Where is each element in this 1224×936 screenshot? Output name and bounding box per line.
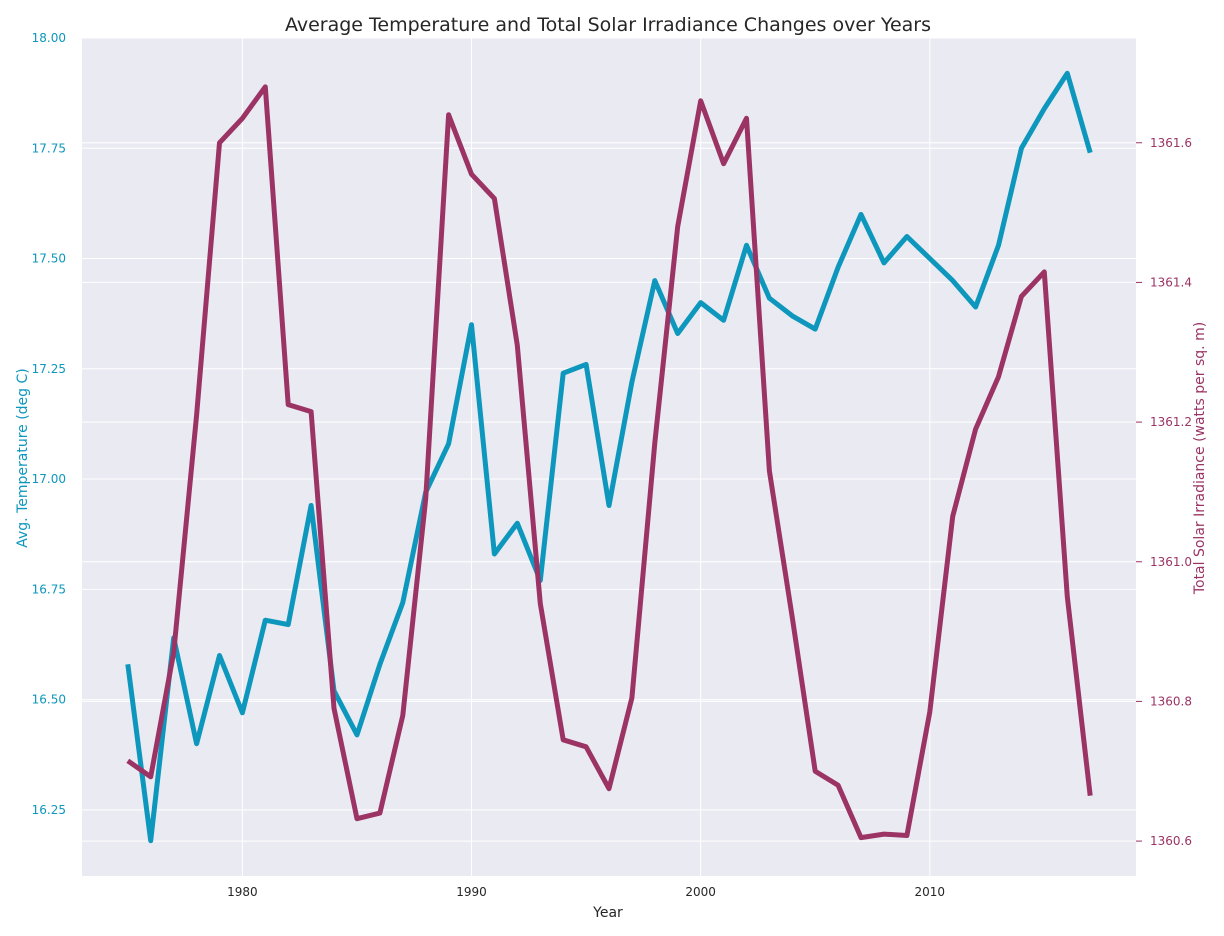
right-y-tick-label: 1360.8 (1150, 694, 1192, 708)
series-lines (125, 70, 1093, 844)
irradiance-series-line (126, 84, 1093, 841)
left-y-tick-label: 17.00 (32, 472, 66, 486)
left-y-tick-label: 16.25 (32, 803, 66, 817)
left-y-tick-label: 16.75 (32, 582, 66, 596)
left-y-axis-ticks: 16.25 16.50 16.75 17.00 17.25 17.50 17.75 18.00 (32, 31, 66, 817)
gridlines (82, 37, 1136, 876)
x-axis-label: Year (592, 905, 623, 921)
x-axis-ticks: 1980 1990 2000 2010 (227, 885, 945, 899)
x-tick-label: 2000 (685, 885, 716, 899)
left-y-tick-label: 18.00 (32, 31, 66, 45)
right-y-tick-label: 1361.0 (1150, 555, 1192, 569)
x-tick-label: 1990 (456, 885, 487, 899)
right-y-tick-label: 1361.2 (1150, 415, 1192, 429)
chart-title: Average Temperature and Total Solar Irra… (285, 14, 931, 36)
left-y-tick-label: 17.50 (32, 252, 66, 266)
temperature-series-line (125, 70, 1093, 844)
right-y-tick-label: 1360.6 (1150, 834, 1192, 848)
left-y-tick-label: 17.25 (32, 362, 66, 376)
x-tick-label: 2010 (915, 885, 946, 899)
left-y-axis-label: Avg. Temperature (deg C) (15, 368, 31, 548)
x-tick-label: 1980 (227, 885, 258, 899)
right-y-tick-label: 1361.4 (1150, 275, 1192, 289)
right-y-axis-ticks: 1360.6 1360.8 1361.0 1361.2 1361.4 1361.6 (1136, 136, 1192, 848)
right-y-axis-label: Total Solar Irradiance (watts per sq. m) (1192, 322, 1208, 595)
right-y-tick-label: 1361.6 (1150, 136, 1192, 150)
left-y-tick-label: 16.50 (32, 693, 66, 707)
left-y-tick-label: 17.75 (32, 141, 66, 155)
plot-background (82, 38, 1136, 876)
